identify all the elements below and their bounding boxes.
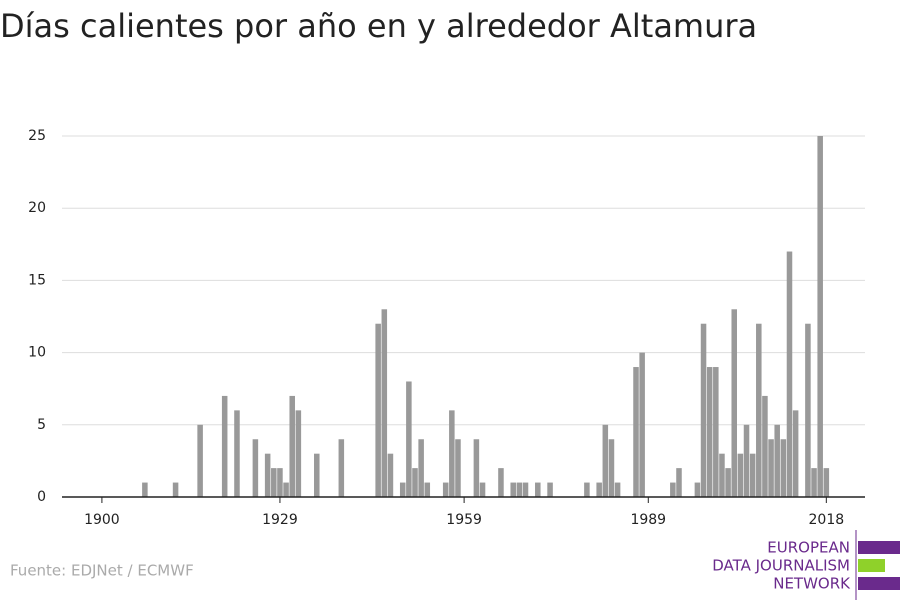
bar (811, 468, 817, 497)
y-tick-label: 15 (28, 272, 46, 288)
bar (406, 381, 412, 497)
bar (596, 482, 602, 497)
bar (694, 482, 701, 497)
bar (774, 424, 780, 497)
y-tick-label: 5 (37, 417, 46, 433)
bar (479, 482, 486, 497)
logo-bar (858, 577, 900, 590)
y-tick-label: 25 (28, 128, 46, 144)
bar (676, 468, 682, 497)
bar (142, 482, 148, 497)
bar (786, 251, 793, 497)
bar (338, 439, 345, 497)
bar (725, 468, 731, 497)
bar (792, 410, 799, 497)
bar (442, 482, 449, 497)
logo-text: DATA JOURNALISM (712, 557, 850, 575)
bar (424, 482, 431, 497)
bar (381, 309, 388, 497)
y-tick-label: 10 (28, 345, 46, 361)
bar (614, 482, 621, 497)
y-tick-label: 0 (37, 489, 46, 505)
x-tick-label: 1929 (262, 512, 298, 528)
bar (283, 482, 289, 497)
bar (823, 468, 830, 497)
bar (713, 367, 719, 497)
logo-text: NETWORK (773, 575, 851, 593)
bar (277, 468, 283, 497)
bar (522, 482, 529, 497)
bar (633, 367, 639, 497)
bar (737, 453, 744, 497)
bar (387, 453, 394, 497)
bar (768, 439, 774, 497)
bar (547, 482, 553, 497)
bar (418, 439, 424, 497)
bar (780, 439, 787, 497)
bar (608, 439, 615, 497)
bar (817, 136, 823, 497)
bar (762, 395, 768, 497)
bar (473, 439, 480, 497)
x-tick-label: 1989 (630, 512, 666, 528)
bar (271, 468, 277, 497)
bar (399, 482, 406, 497)
bar (510, 482, 516, 497)
bar (449, 410, 455, 497)
bar (805, 323, 811, 497)
logo-bar (858, 559, 885, 572)
bar (749, 453, 756, 497)
logo-text: EUROPEAN (767, 539, 850, 557)
bar (535, 482, 541, 497)
bar (719, 453, 725, 497)
bar (639, 352, 645, 497)
bar (731, 309, 737, 497)
bar (172, 482, 179, 497)
bar (706, 367, 713, 497)
bar (197, 424, 203, 497)
bar (584, 482, 590, 497)
x-tick-label: 1959 (446, 512, 482, 528)
bar (295, 410, 302, 497)
bar (264, 453, 271, 497)
x-tick-label: 1900 (84, 512, 120, 528)
bar (221, 395, 228, 497)
bar (602, 424, 609, 497)
bar (498, 468, 504, 497)
bar (700, 323, 707, 497)
bar (516, 482, 523, 497)
x-tick-label: 2018 (809, 512, 845, 528)
bar (234, 410, 240, 497)
bar (314, 453, 320, 497)
bar (455, 439, 461, 497)
bar (252, 439, 259, 497)
bar (756, 323, 762, 497)
source: Fuente: EDJNet / ECMWF (10, 562, 194, 580)
chart-title: Días calientes por año en y alrededor Al… (0, 7, 757, 45)
bar (375, 323, 381, 497)
bar (743, 424, 750, 497)
bar (670, 482, 676, 497)
logo-bar (858, 541, 900, 554)
bar (289, 395, 295, 497)
bar (412, 468, 418, 497)
y-tick-label: 20 (28, 200, 46, 216)
